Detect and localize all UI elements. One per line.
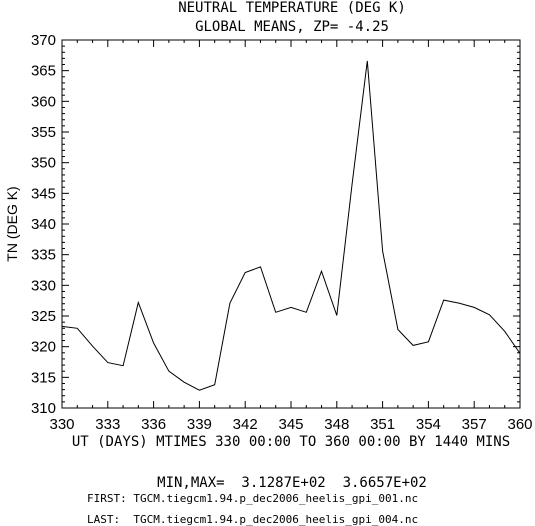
y-axis: 310 315 320 325 330 335 340 345 350 355 360 365 370 [31, 32, 520, 417]
x-tick-label: 333 [95, 416, 120, 433]
first-file-label: FIRST: TGCM.tiegcm1.94.p_dec2006_heelis_… [87, 492, 418, 505]
last-file-label: LAST: TGCM.tiegcm1.94.p_dec2006_heelis_g… [87, 513, 418, 526]
series-layer [61, 60, 521, 391]
x-axis: 330 333 336 339 342 345 348 351 354 357 360 [49, 40, 533, 433]
y-axis-label: TN (DEG K) [4, 186, 20, 261]
y-tick-label: 350 [31, 155, 56, 172]
chart-subtitle: GLOBAL MEANS, ZP= -4.25 [195, 19, 389, 35]
y-tick-label: 310 [31, 400, 56, 417]
y-tick-label: 360 [31, 93, 56, 110]
x-tick-label: 330 [49, 416, 74, 433]
y-tick-label: 320 [31, 339, 56, 356]
x-tick-label: 360 [507, 416, 532, 433]
x-tick-label: 351 [370, 416, 395, 433]
x-tick-label: 339 [187, 416, 212, 433]
x-tick-label: 342 [233, 416, 258, 433]
x-tick-label: 345 [278, 416, 303, 433]
y-tick-label: 370 [31, 32, 56, 49]
chart-title: NEUTRAL TEMPERATURE (DEG K) [178, 0, 406, 16]
plot-frame [61, 39, 521, 409]
y-tick-label: 335 [31, 247, 56, 264]
series-line [61, 60, 521, 391]
y-tick-label: 355 [31, 124, 56, 141]
y-tick-label: 330 [31, 277, 56, 294]
x-tick-label: 336 [141, 416, 166, 433]
x-tick-label: 357 [462, 416, 487, 433]
min-max-readout: MIN,MAX= 3.1287E+02 3.6657E+02 [157, 475, 427, 491]
y-tick-label: 340 [31, 216, 56, 233]
x-tick-label: 348 [324, 416, 349, 433]
x-tick-label: 354 [416, 416, 441, 433]
y-tick-label: 315 [31, 369, 56, 386]
y-tick-label: 325 [31, 308, 56, 325]
y-tick-label: 345 [31, 185, 56, 202]
x-axis-label: UT (DAYS) MTIMES 330 00:00 TO 360 00:00 … [72, 434, 510, 450]
y-tick-label: 365 [31, 63, 56, 80]
